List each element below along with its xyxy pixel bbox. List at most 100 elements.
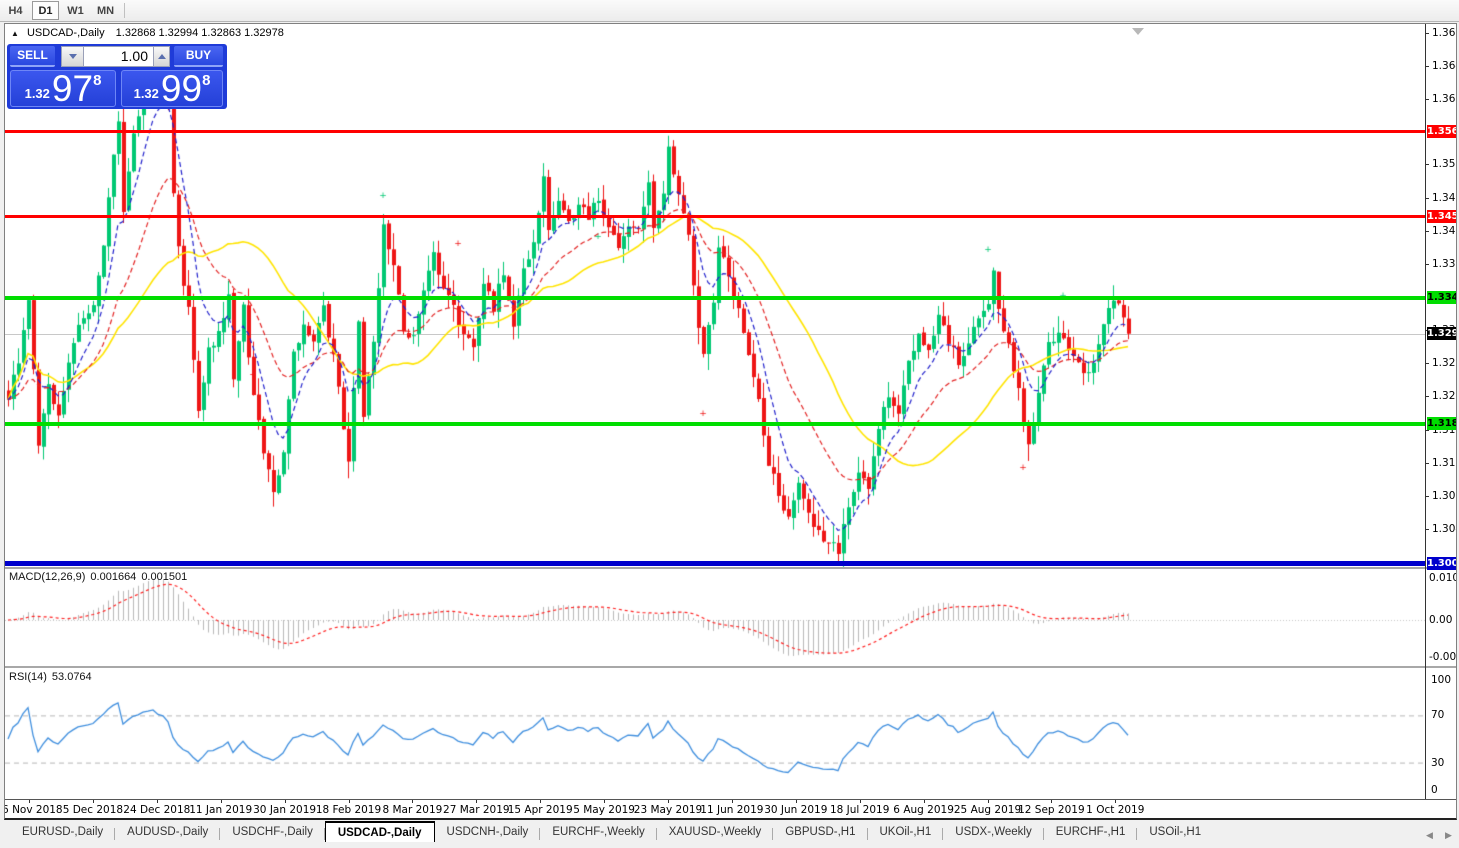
tab-ukoil-h1[interactable]: UKOil-,H1 — [868, 822, 944, 841]
price-axis-label: 1.36880 — [1432, 26, 1456, 39]
price-axis-label: 1.35170 — [1432, 158, 1456, 171]
chart-ohlc-values: 1.32868 1.32994 1.32863 1.32978 — [115, 27, 284, 39]
chart-title-bar: ▲ USDCAD-,Daily 1.32868 1.32994 1.32863 … — [11, 27, 284, 39]
date-axis-tick — [92, 799, 94, 803]
price-level-flag: 1.30004 — [1427, 556, 1456, 570]
support-resistance-line-1.33449[interactable] — [5, 295, 1426, 300]
price-axis-label: 1.36020 — [1432, 92, 1456, 105]
timeframe-toolbar: H4 D1 W1 MN — [0, 0, 1459, 22]
macd-indicator-label: MACD(12,26,9) 0.001664 0.001501 — [9, 571, 192, 583]
panel-splitter[interactable] — [5, 567, 1456, 569]
tab-xauusd-weekly[interactable]: XAUUSD-,Weekly — [657, 822, 774, 841]
buy-price-sup: 8 — [202, 72, 211, 89]
buy-button[interactable]: BUY — [174, 46, 223, 67]
date-axis-label: 11 Jun 2019 — [700, 804, 764, 816]
date-axis-label: 30 Jun 2019 — [764, 804, 828, 816]
date-axis-tick — [1115, 799, 1117, 803]
support-resistance-line-1.30004[interactable] — [5, 560, 1426, 566]
date-axis-tick — [412, 799, 414, 803]
date-axis-tick — [348, 799, 350, 803]
rsi-scale-label: 0 — [1431, 784, 1438, 796]
tab-audusd-daily[interactable]: AUDUSD-,Daily — [115, 822, 221, 841]
sell-price-prefix: 1.32 — [24, 86, 50, 101]
buy-price-display[interactable]: 1.32 99 8 — [121, 70, 223, 107]
price-axis-tick — [1425, 263, 1429, 265]
price-axis-tick — [1425, 164, 1429, 166]
tab-eurchf-weekly[interactable]: EURCHF-,Weekly — [540, 822, 658, 841]
tab-gbpusd-h1[interactable]: GBPUSD-,H1 — [773, 822, 868, 841]
price-axis-label: 1.36450 — [1432, 59, 1456, 72]
sell-price-sup: 8 — [93, 72, 102, 89]
price-axis-tick — [1425, 230, 1429, 232]
timeframe-button-w1[interactable]: W1 — [67, 5, 84, 17]
price-level-flag: 1.35606 — [1427, 124, 1456, 138]
collapse-trade-panel-icon[interactable]: ▲ — [11, 29, 19, 38]
price-axis-label: 1.31300 — [1432, 456, 1456, 469]
chart-shift-icon[interactable] — [1132, 28, 1144, 35]
date-axis-tick — [540, 799, 542, 803]
volume-input[interactable]: 1.00 — [84, 46, 153, 67]
toolbar-separator — [124, 3, 125, 18]
tab-eurchf-h1[interactable]: EURCHF-,H1 — [1044, 822, 1138, 841]
arrow-down-icon — [68, 54, 77, 59]
price-axis-tick — [1425, 528, 1429, 530]
date-axis-tick — [220, 799, 222, 803]
date-axis-tick — [795, 799, 797, 803]
date-axis-label: 12 Sep 2019 — [1018, 804, 1085, 816]
price-level-flag: 1.34501 — [1427, 209, 1456, 223]
price-axis-label: 1.32160 — [1432, 390, 1456, 403]
sell-price-big: 97 — [51, 68, 94, 110]
price-axis-tick — [1425, 462, 1429, 464]
price-axis-tick — [1425, 197, 1429, 199]
tabs-scroll-right-icon[interactable]: ▶ — [1445, 830, 1452, 840]
tab-usdcad-daily[interactable]: USDCAD-,Daily — [324, 821, 435, 842]
tab-usdx-weekly[interactable]: USDX-,Weekly — [943, 822, 1045, 841]
price-chart-canvas[interactable] — [5, 24, 1426, 799]
one-click-trade-panel: SELL 1.00 BUY 1.32 97 8 — [7, 44, 227, 109]
timeframe-button-h4[interactable]: H4 — [8, 5, 23, 17]
tabs-scroll-left-icon[interactable]: ◀ — [1426, 830, 1433, 840]
arrow-up-icon — [157, 54, 166, 59]
panel-splitter[interactable] — [5, 666, 1456, 668]
volume-increase-button[interactable] — [153, 46, 170, 67]
price-axis-tick — [1425, 98, 1429, 100]
date-axis-tick — [987, 799, 989, 803]
macd-scale-bottom: -0.00920 — [1429, 651, 1456, 663]
support-resistance-line-1.31812[interactable] — [5, 421, 1426, 426]
chart-tabs: EURUSD-,Daily AUDUSD-,Daily USDCHF-,Daily U… — [10, 821, 1213, 848]
tab-usdchf-daily[interactable]: USDCHF-,Daily — [220, 822, 325, 841]
price-axis-label: 1.30870 — [1432, 489, 1456, 502]
date-axis-label: 11 Jan 2019 — [189, 804, 253, 816]
tab-usoil-h1[interactable]: USOil-,H1 — [1149, 826, 1202, 838]
tab-eurusd-daily[interactable]: EURUSD-,Daily — [10, 822, 116, 841]
price-axis-label: 1.33880 — [1432, 257, 1456, 270]
date-axis-label: 5 May 2019 — [573, 804, 635, 816]
chart-tab-bar: EURUSD-,Daily AUDUSD-,Daily USDCHF-,Daily U… — [0, 821, 1459, 848]
date-axis-tick — [604, 799, 606, 803]
chart-area: 1.356061.345011.334491.318121.300041.329… — [5, 24, 1456, 818]
macd-name: MACD(12,26,9) — [9, 571, 86, 583]
price-level-flag: 1.32978 — [1427, 327, 1456, 341]
price-axis-tick — [1425, 32, 1429, 34]
buy-price-big: 99 — [160, 68, 203, 110]
date-axis-label: 5 Dec 2018 — [62, 804, 124, 816]
support-resistance-line-1.35606[interactable] — [5, 129, 1426, 133]
sell-button[interactable]: SELL — [10, 46, 55, 67]
volume-decrease-button[interactable] — [61, 46, 84, 67]
macd-scale-zero: 0.00 — [1429, 614, 1453, 626]
tab-usdcnh-daily[interactable]: USDCNH-,Daily — [435, 822, 541, 841]
date-axis-label: 24 Dec 2018 — [123, 804, 191, 816]
price-level-flag: 1.33449 — [1427, 291, 1456, 304]
rsi-name: RSI(14) — [9, 671, 47, 683]
price-axis-label: 1.30440 — [1432, 522, 1456, 535]
timeframe-button-d1[interactable]: D1 — [32, 1, 59, 20]
date-axis-tick — [923, 799, 925, 803]
price-axis-tick — [1425, 65, 1429, 67]
sell-price-display[interactable]: 1.32 97 8 — [10, 70, 116, 107]
support-resistance-line-1.34501[interactable] — [5, 214, 1426, 218]
price-axis-tick — [1425, 363, 1429, 365]
timeframe-button-mn[interactable]: MN — [96, 5, 115, 17]
rsi-scale-label: 30 — [1431, 757, 1445, 769]
date-axis-tick — [29, 799, 30, 803]
